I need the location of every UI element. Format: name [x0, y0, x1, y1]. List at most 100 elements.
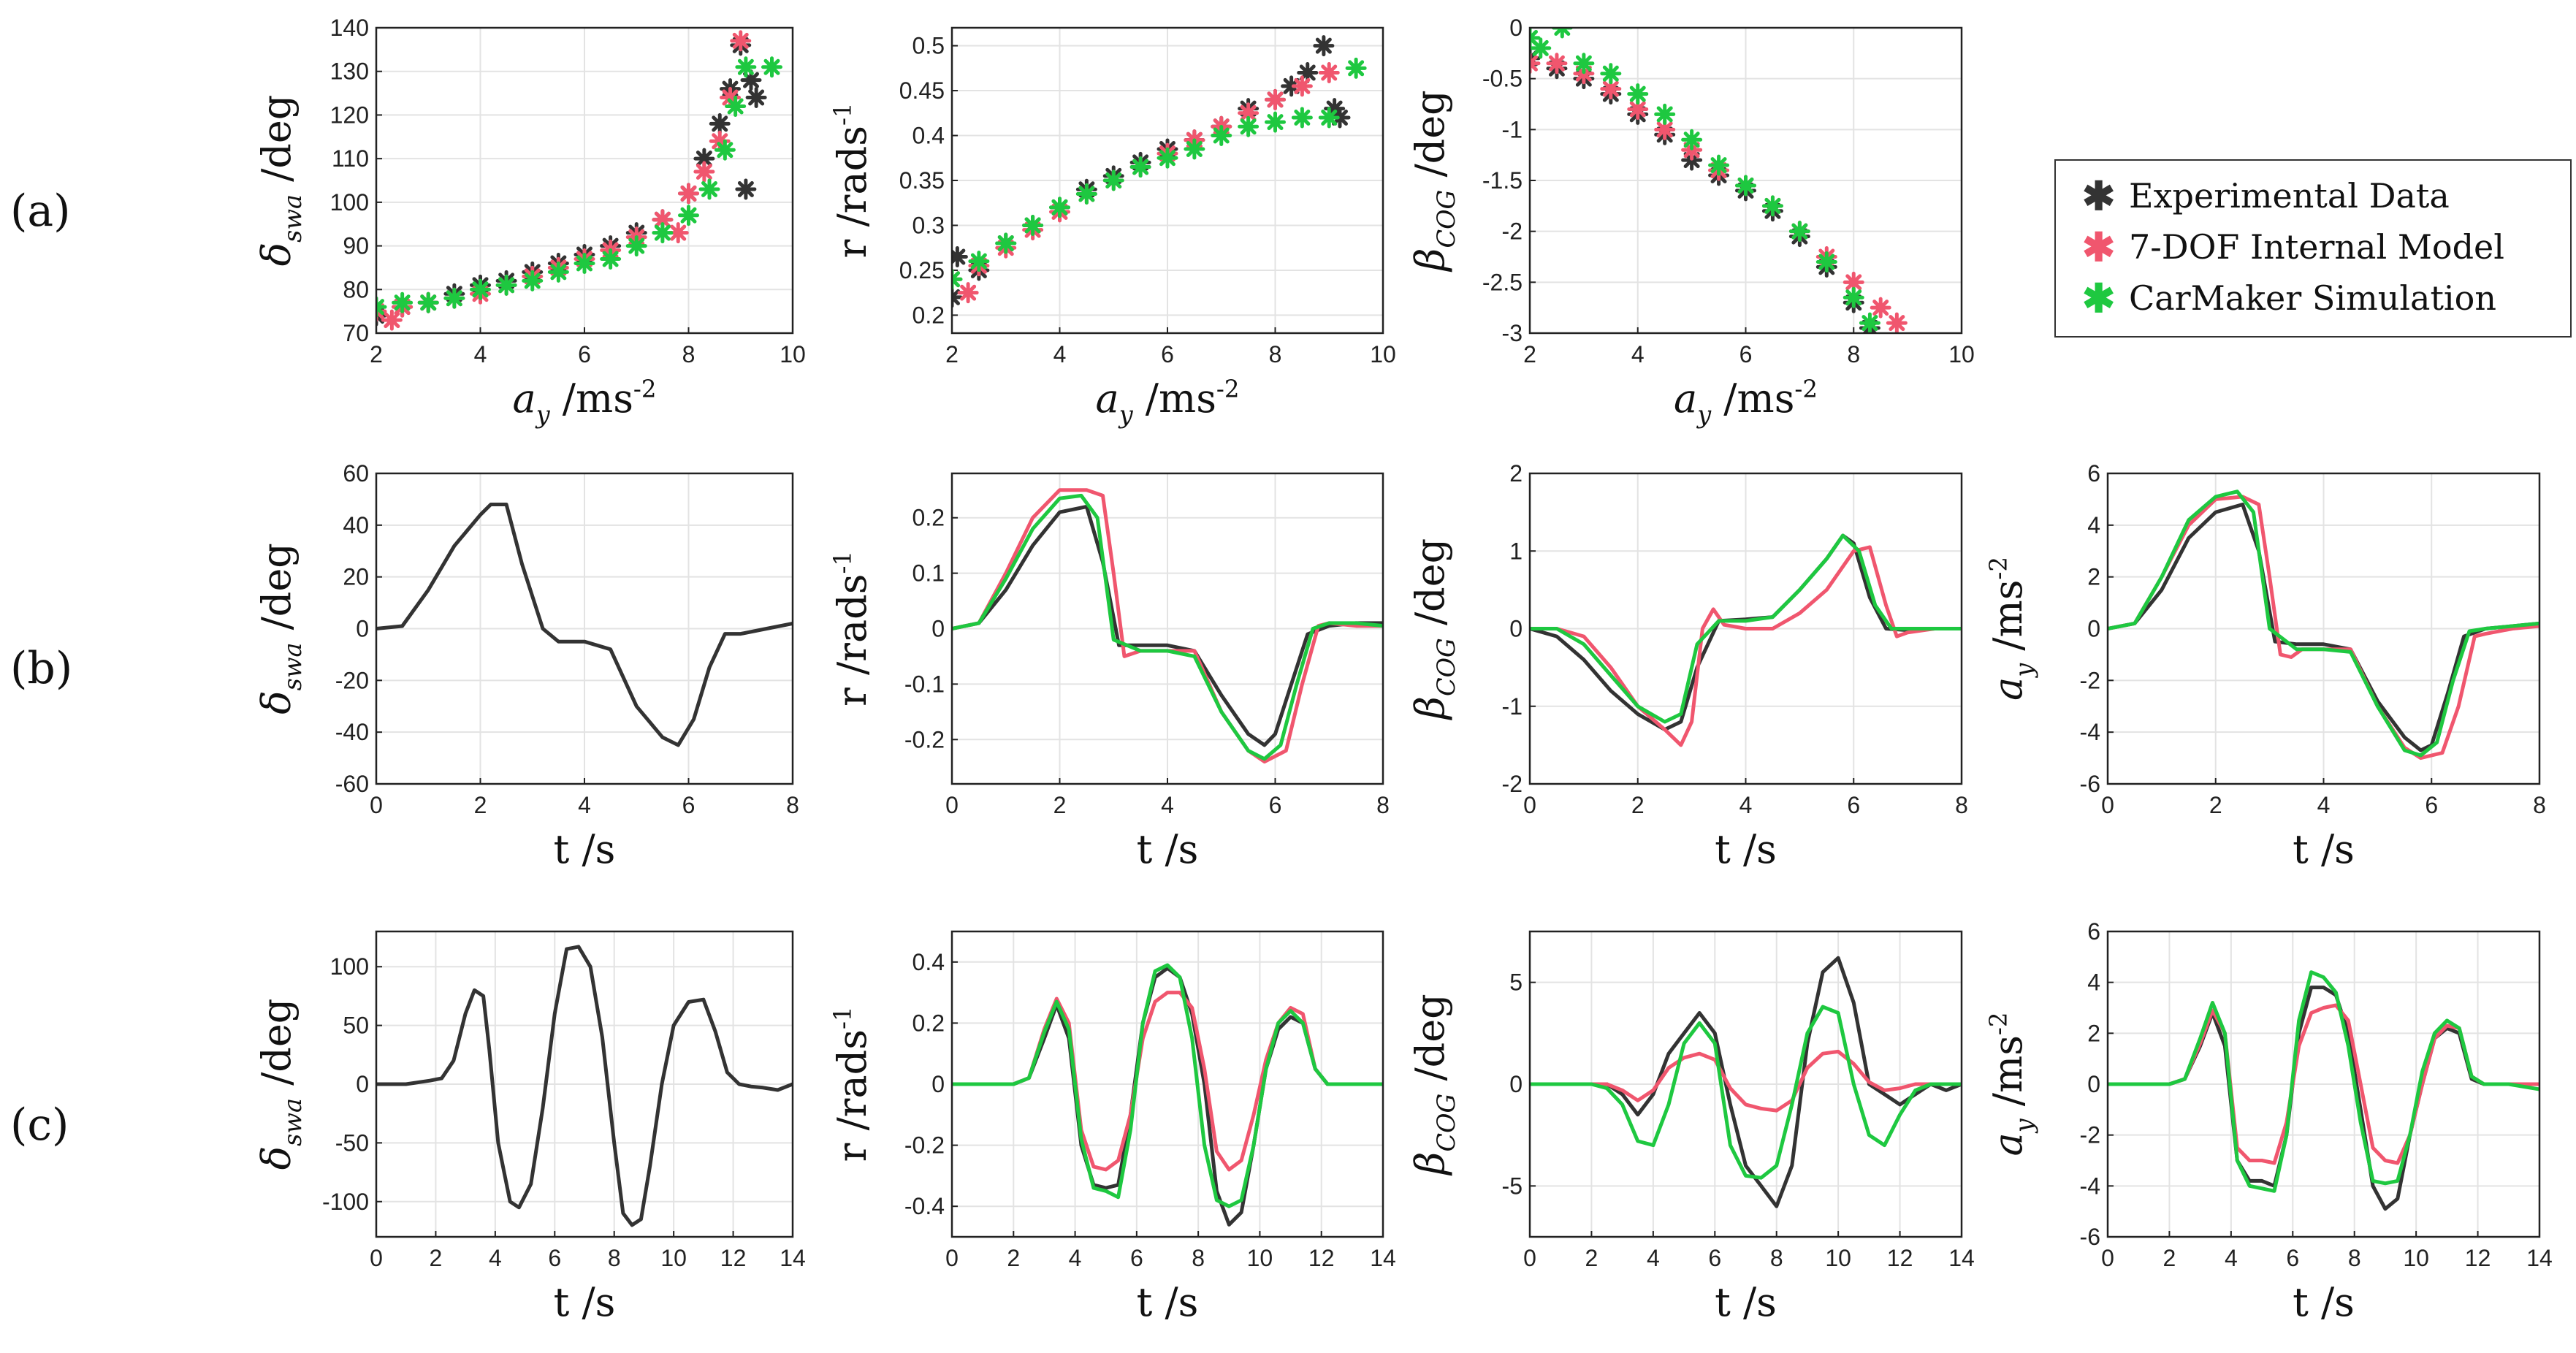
y-axis-label-b2: r /rads-1 — [828, 551, 875, 706]
x-axis-label-b4: t /s — [2293, 826, 2355, 872]
y-tick-label-c4-1: -4 — [2080, 1173, 2100, 1199]
point-a1-sim-9 — [600, 248, 622, 270]
x-tick-label-b4-2: 4 — [2317, 792, 2331, 818]
point-a3-model-3 — [1600, 78, 1622, 100]
series-group-b1 — [376, 503, 793, 747]
y-axis-label-c3: βCOG /deg — [1407, 994, 1460, 1175]
x-tick-label-c2-1: 2 — [1007, 1245, 1020, 1271]
chart-c4: 0 2 4 6 8 10 12 14 -6 -4 -2 0 2 4 6 t /s ay /ms-2 — [1984, 918, 2552, 1325]
y-tick-label-a3-2: -2 — [1502, 218, 1523, 245]
y-tick-label-b4-6: 6 — [2087, 460, 2100, 487]
y-tick-label-a3-1: -2.5 — [1482, 269, 1523, 295]
legend-item-experimental: ✱ Experimental Data — [2056, 172, 2570, 221]
y-tick-label-b3-4: 2 — [1509, 460, 1523, 487]
point-a1-model-14 — [678, 183, 699, 205]
x-tick-label-a3-3: 8 — [1847, 341, 1860, 367]
y-tick-label-a3-5: -0.5 — [1482, 66, 1523, 92]
y-tick-label-a2-2: 0.3 — [912, 212, 945, 238]
x-tick-label-c1-1: 2 — [430, 1245, 443, 1271]
x-tick-label-c4-3: 6 — [2286, 1245, 2299, 1271]
point-a3-sim-14 — [1859, 312, 1880, 333]
y-axis-label-b1: δswa /deg — [254, 543, 307, 714]
series-line-c2-sim — [952, 963, 1383, 1208]
axes-frame-a2 — [950, 26, 1384, 335]
point-a2-model-12 — [1238, 102, 1260, 124]
point-a1-model-13 — [667, 222, 689, 244]
x-tick-label-b2-3: 6 — [1269, 792, 1282, 818]
point-a3-sim-7 — [1681, 129, 1703, 150]
point-a1-sim-13 — [698, 178, 720, 200]
y-tick-label-b4-5: 4 — [2087, 512, 2100, 538]
y-tick-label-a1-3: 100 — [330, 189, 369, 216]
y-tick-label-c2-1: -0.2 — [904, 1132, 945, 1159]
y-tick-label-c1-3: 50 — [343, 1013, 369, 1039]
point-a2-sim-12 — [1265, 111, 1286, 133]
series-group-c4 — [2108, 970, 2539, 1211]
x-tick-label-c2-3: 6 — [1130, 1245, 1143, 1271]
point-a2-model-15 — [1318, 61, 1340, 83]
series-line-c3-sim — [1530, 1005, 1962, 1180]
x-tick-label-c3-1: 2 — [1585, 1245, 1598, 1271]
point-a2-sim-9 — [1184, 138, 1205, 160]
y-tick-label-b4-4: 2 — [2087, 564, 2100, 590]
y-tick-label-c3-2: 5 — [1509, 969, 1523, 996]
x-axis-label-a1: ay /ms-2 — [513, 375, 657, 429]
x-tick-label-b1-4: 8 — [786, 792, 799, 818]
x-tick-label-b2-1: 2 — [1053, 792, 1067, 818]
x-tick-label-a1-4: 10 — [780, 341, 806, 367]
y-axis-label-c1: δswa /deg — [254, 999, 307, 1170]
point-a1-exp-19 — [745, 87, 767, 109]
point-a1-model-18 — [730, 30, 752, 52]
point-a3-model-5 — [1654, 118, 1676, 140]
point-a2-sim-14 — [1318, 107, 1340, 129]
point-a3-model-12 — [1843, 271, 1864, 293]
point-a3-sim-11 — [1788, 221, 1810, 243]
y-tick-label-a1-2: 90 — [343, 233, 369, 259]
point-a1-sim-10 — [625, 235, 647, 257]
axes-frame-c3 — [1528, 930, 1963, 1238]
point-a2-sim-10 — [1211, 125, 1232, 147]
chart-c1: 0 2 4 6 8 10 12 14 -100 -50 0 50 100 t /s δswa /deg — [254, 930, 806, 1325]
y-tick-label-c1-0: -100 — [322, 1189, 369, 1215]
x-tick-label-b3-4: 8 — [1955, 792, 1968, 818]
y-tick-label-a1-4: 110 — [332, 145, 369, 172]
x-tick-label-c4-7: 14 — [2526, 1245, 2553, 1271]
x-tick-label-a2-2: 6 — [1161, 341, 1174, 367]
y-tick-label-b3-3: 1 — [1509, 538, 1523, 564]
x-tick-label-a2-3: 8 — [1269, 341, 1282, 367]
x-tick-label-c3-7: 14 — [1948, 1245, 1975, 1271]
point-a1-exp-17 — [735, 178, 757, 200]
x-axis-label-c2: t /s — [1137, 1279, 1199, 1325]
x-tick-label-a3-2: 6 — [1739, 341, 1753, 367]
y-tick-label-c2-3: 0.2 — [912, 1010, 945, 1036]
row-label-c: (c) — [10, 1099, 69, 1151]
x-tick-label-c2-7: 14 — [1370, 1245, 1396, 1271]
point-a2-model-1 — [957, 282, 979, 304]
series-line-b2-sim — [952, 493, 1383, 761]
point-a1-sim-1 — [392, 291, 414, 313]
y-tick-label-c1-4: 100 — [330, 953, 369, 980]
point-a1-exp-13 — [693, 148, 715, 169]
y-tick-label-a2-3: 0.35 — [899, 167, 945, 194]
x-tick-label-c2-0: 0 — [945, 1245, 959, 1271]
y-tick-label-b2-4: 0.2 — [912, 505, 945, 531]
point-a1-sim-11 — [652, 222, 674, 244]
y-tick-label-a1-5: 120 — [330, 102, 369, 128]
x-tick-label-c3-3: 6 — [1708, 1245, 1721, 1271]
legend-label-model: 7-DOF Internal Model — [2129, 227, 2504, 267]
x-axis-label-b2: t /s — [1137, 826, 1199, 872]
series-line-c4-sim — [2108, 970, 2539, 1193]
point-a1-model-15 — [693, 161, 715, 183]
x-tick-label-b1-3: 6 — [682, 792, 696, 818]
x-tick-label-b1-1: 2 — [474, 792, 487, 818]
point-a3-model-14 — [1886, 312, 1908, 333]
point-a2-sim-5 — [1075, 183, 1097, 205]
point-a1-exp-18 — [740, 69, 762, 91]
y-tick-label-c3-1: 0 — [1509, 1071, 1523, 1097]
y-axis-label-c4: ay /ms-2 — [1984, 1013, 2038, 1156]
y-axis-label-b4: ay /ms-2 — [1984, 557, 2038, 701]
axes-frame-b3 — [1528, 472, 1963, 785]
y-tick-label-b2-0: -0.2 — [904, 726, 945, 752]
x-tick-label-a3-1: 4 — [1631, 341, 1645, 367]
point-a1-sim-16 — [735, 56, 757, 78]
